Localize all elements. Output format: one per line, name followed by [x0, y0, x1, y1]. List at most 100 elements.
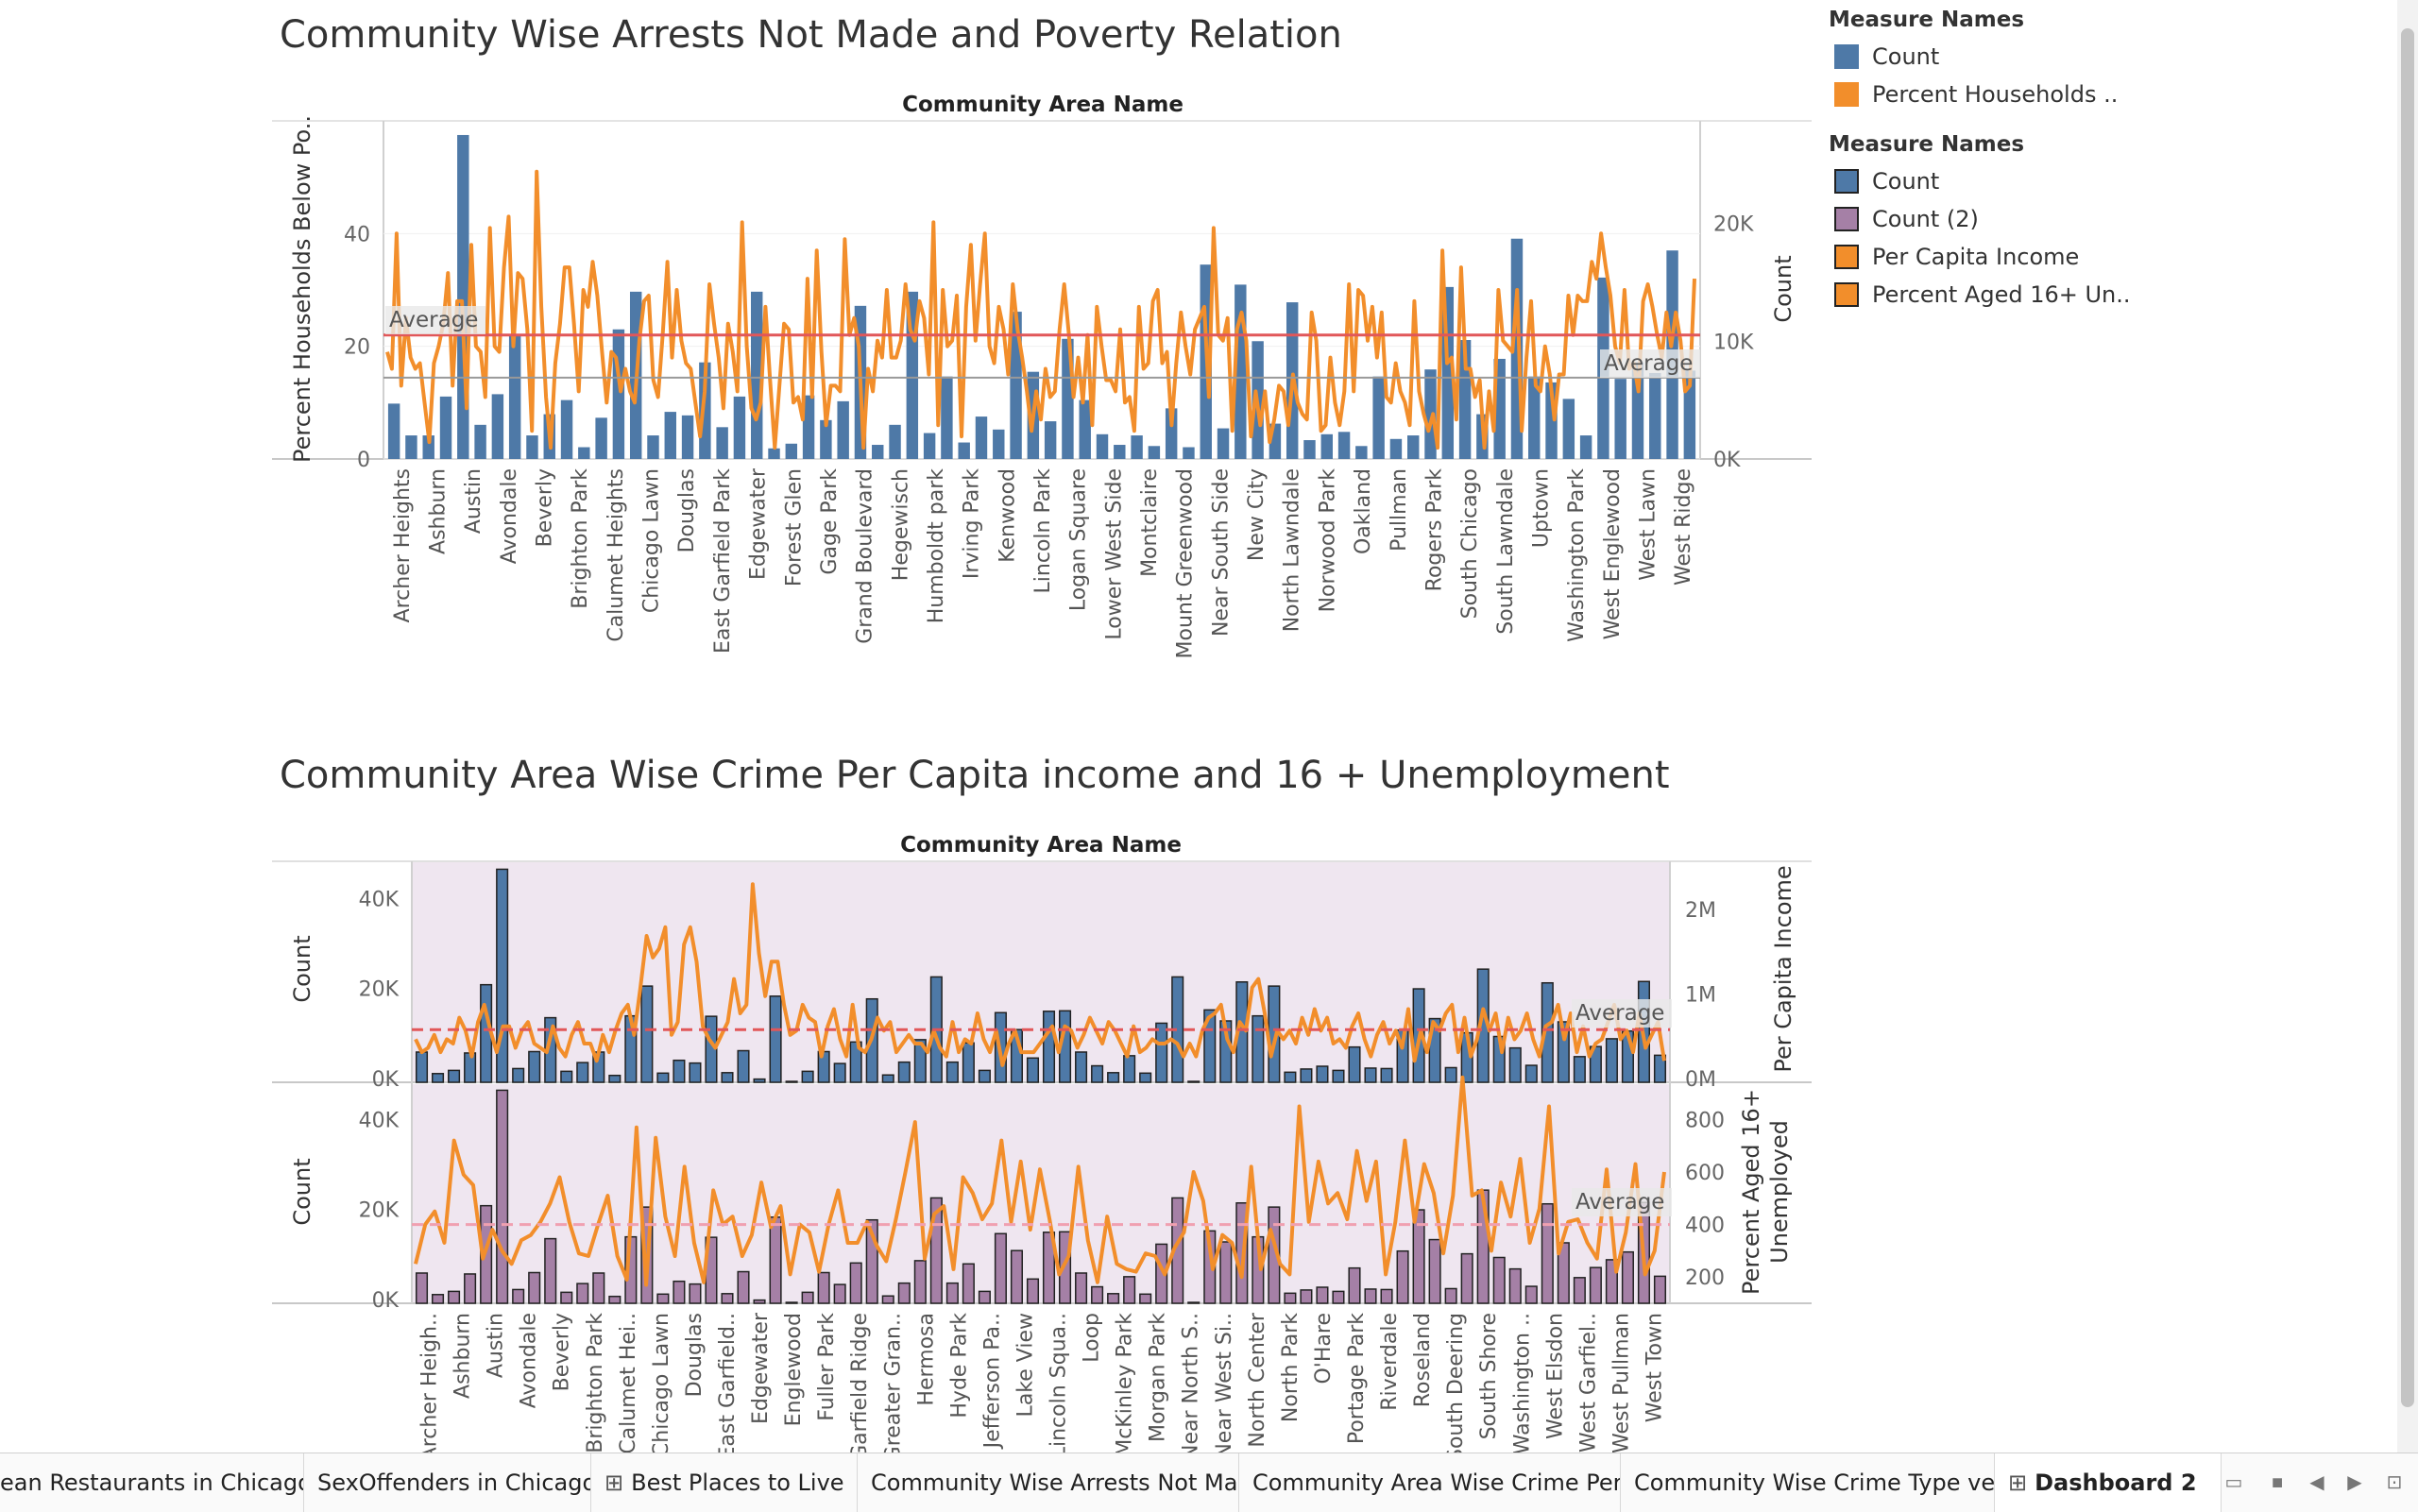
bar	[1396, 1249, 1409, 1304]
bar	[897, 1282, 911, 1304]
x-tick-label: Uptown	[1529, 468, 1553, 548]
bar	[849, 1041, 862, 1083]
scrollbar-thumb[interactable]	[2401, 28, 2414, 1407]
bar	[640, 985, 654, 1083]
vertical-scrollbar[interactable]	[2397, 0, 2418, 1453]
bar	[1614, 379, 1626, 459]
bar	[1380, 1288, 1393, 1304]
dashboard-icon: ⊞	[2008, 1470, 2028, 1496]
x-tick-label: Archer Heigh..	[418, 1313, 442, 1453]
bar	[721, 1072, 734, 1083]
bar	[1541, 1202, 1554, 1304]
tick-label: 40K	[359, 888, 400, 911]
legend-item-count[interactable]: Count	[1829, 38, 2118, 76]
tab-community-area-wise-crime[interactable]: Community Area Wise Crime Per...	[1239, 1453, 1621, 1512]
bar	[1524, 1064, 1538, 1083]
x-tick-label: Edgewater	[747, 467, 771, 580]
bar	[1621, 1250, 1634, 1304]
x-tick-label: West Englewood	[1601, 468, 1625, 639]
bar	[945, 1282, 959, 1304]
column-header: Community Area Name	[902, 93, 1183, 117]
tick-label: 20	[344, 336, 370, 360]
legend-item-count-2[interactable]: Count (2)	[1829, 200, 2131, 238]
bar	[913, 1260, 927, 1304]
series-line	[414, 1075, 1666, 1287]
presentation-mode-icon[interactable]: ⊡	[2386, 1472, 2403, 1493]
chart2-title: Community Area Wise Crime Per Capita inc…	[280, 754, 1670, 797]
bar	[656, 1293, 670, 1304]
tab-label: Community Wise Arrests Not Ma...	[871, 1470, 1239, 1496]
scroll-right-icon[interactable]: ▶	[2347, 1472, 2362, 1493]
legend-item-count[interactable]: Count	[1829, 162, 2131, 200]
tab-sexoffenders-in-chicago[interactable]: SexOffenders in Chicago	[304, 1453, 591, 1512]
tick-label: 600	[1685, 1162, 1725, 1185]
bar	[993, 429, 1005, 459]
bar	[1114, 445, 1126, 459]
bar	[769, 1216, 782, 1304]
tab-community-wise-arrests[interactable]: Community Wise Arrests Not Ma...	[858, 1453, 1239, 1512]
average-label-bg	[1572, 999, 1672, 1028]
tab-best-places-to-live[interactable]: ⊞ Best Places to Live	[591, 1453, 858, 1512]
tick-label: 0K	[372, 1289, 400, 1313]
x-tick-label: South Deering	[1444, 1313, 1468, 1453]
bar	[1380, 1067, 1393, 1083]
bar	[1364, 1288, 1377, 1304]
bar	[544, 1237, 557, 1304]
bar	[1252, 1014, 1265, 1083]
bar	[1573, 1277, 1586, 1304]
bar	[526, 435, 538, 459]
legend-item-percent-aged-16-unemployed[interactable]: Percent Aged 16+ Un..	[1829, 276, 2131, 314]
bar	[560, 399, 573, 459]
tabs-view-icon[interactable]: ■	[2271, 1472, 2284, 1493]
bar	[1079, 399, 1091, 459]
x-tick-label: Hermosa	[914, 1313, 938, 1406]
legend-swatch	[1834, 282, 1859, 307]
x-tick-label: Irving Park	[961, 468, 984, 579]
tab-dashboard-2[interactable]: ⊞ Dashboard 2	[1995, 1453, 2222, 1512]
tab-restaurants-in-chicago[interactable]: ean Restaurants in Chicago	[0, 1453, 304, 1512]
x-tick-label: Mount Greenwood	[1174, 468, 1198, 658]
bar	[716, 427, 728, 459]
bar	[1123, 1276, 1136, 1304]
tab-label: ean Restaurants in Chicago	[0, 1470, 304, 1496]
bar	[1631, 362, 1644, 459]
bar	[1284, 1071, 1297, 1083]
sheet-tab-bar: ean Restaurants in Chicago SexOffenders …	[0, 1453, 2418, 1512]
bar	[508, 335, 521, 459]
x-tick-label: Avondale	[498, 468, 521, 564]
legend-measure-names-1: Measure Names Count Percent Households .…	[1829, 2, 2118, 113]
bar	[592, 1272, 605, 1304]
bar	[768, 448, 780, 459]
bar	[929, 1197, 943, 1304]
average-label: Average	[1575, 1190, 1664, 1215]
tab-label: SexOffenders in Chicago	[317, 1470, 591, 1496]
x-tick-label: Brighton Park	[584, 1313, 607, 1453]
x-tick-label: Washington ..	[1510, 1313, 1534, 1453]
bar	[978, 1069, 991, 1083]
bar	[801, 1070, 814, 1083]
legend-title: Measure Names	[1829, 132, 2025, 157]
legend-item-percent-households[interactable]: Percent Households ..	[1829, 76, 2118, 113]
x-tick-label: East Garfield..	[716, 1313, 740, 1453]
legend-label: Count	[1872, 168, 1940, 195]
scroll-left-icon[interactable]: ◀	[2309, 1472, 2324, 1493]
bar	[1187, 1301, 1200, 1304]
filmstrip-view-icon[interactable]: ▭	[2224, 1472, 2243, 1493]
x-tick-label: West Garfiel..	[1576, 1313, 1600, 1453]
x-tick-label: Ashburn	[451, 1313, 475, 1399]
legend-item-per-capita-income[interactable]: Per Capita Income	[1829, 238, 2131, 276]
x-tick-label: Lincoln Park	[1031, 468, 1055, 594]
tab-community-wise-crime-type[interactable]: Community Wise Crime Type ver...	[1621, 1453, 1995, 1512]
bar	[1364, 1067, 1377, 1083]
x-tick-label: Forest Glen	[782, 468, 806, 586]
bar	[415, 1051, 429, 1083]
bar	[595, 417, 607, 459]
charts-canvas[interactable]: Community Area NameAverageAverage020400K…	[0, 0, 2418, 1453]
x-tick-label: West Town	[1643, 1313, 1666, 1422]
x-tick-label: Austin	[462, 468, 485, 534]
bar	[1528, 376, 1541, 459]
tick-label: 0	[357, 449, 370, 472]
bar	[1372, 376, 1385, 459]
average-label: Average	[1575, 1001, 1664, 1026]
bar	[528, 1050, 541, 1083]
